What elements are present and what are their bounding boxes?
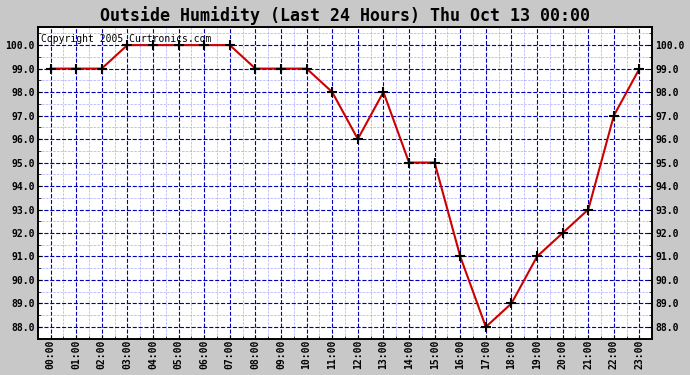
Title: Outside Humidity (Last 24 Hours) Thu Oct 13 00:00: Outside Humidity (Last 24 Hours) Thu Oct… — [100, 6, 590, 24]
Text: Copyright 2005 Curtronics.com: Copyright 2005 Curtronics.com — [41, 34, 211, 44]
